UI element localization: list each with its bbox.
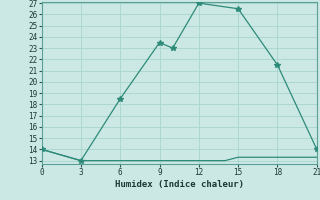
X-axis label: Humidex (Indice chaleur): Humidex (Indice chaleur): [115, 180, 244, 189]
